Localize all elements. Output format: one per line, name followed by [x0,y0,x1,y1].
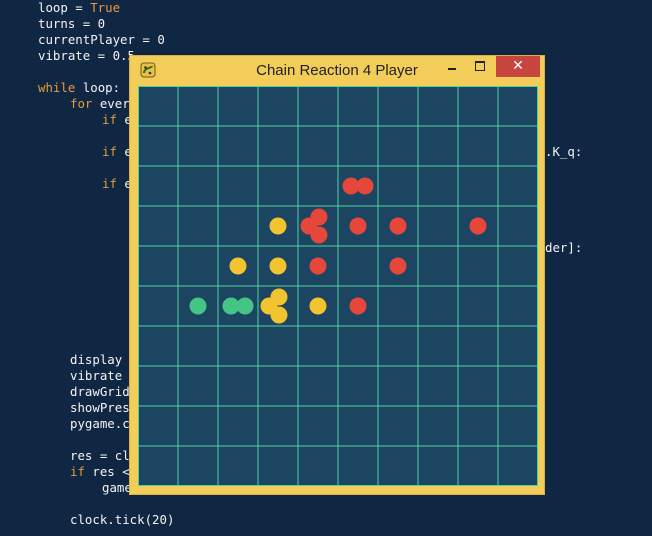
orb-cluster-green[interactable] [222,297,254,315]
orb-red [469,217,487,235]
code-line: turns = 0 [38,16,105,32]
orb-cluster-yellow[interactable] [269,217,287,235]
code-line: for ever [70,96,130,112]
code-text: display [70,352,123,367]
code-line: while loop: [38,80,120,96]
pygame-snake-icon [140,62,156,78]
code-keyword: for [70,96,93,111]
orb-cluster-red[interactable] [349,217,367,235]
close-icon: ✕ [512,58,524,74]
code-line-fragment: .K_q: [545,144,583,159]
orb-cluster-green[interactable] [189,297,207,315]
code-text: turns = 0 [38,16,106,31]
game-window: Chain Reaction 4 Player ✕ [130,56,544,494]
code-text: vibrate = 0.5 [38,48,135,63]
orb-yellow [269,217,287,235]
orb-red [356,177,374,195]
code-text: loop = [38,0,91,15]
orb-red [310,208,328,226]
code-text: drawGrid [70,384,130,399]
code-text: e [116,112,132,127]
code-line: drawGrid [70,384,130,400]
orb-red [349,217,367,235]
code-text: ever [92,96,130,111]
orb-cluster-yellow[interactable] [260,288,288,324]
code-text: pygame.c [70,416,130,431]
code-line: vibrate [70,368,122,384]
code-line: if e [102,112,132,128]
code-value: True [90,0,121,15]
code-keyword: if [102,176,117,191]
orb-cluster-red[interactable] [469,217,487,235]
code-line: pygame.c [70,416,130,432]
code-text: game [102,480,132,495]
orb-green [236,297,254,315]
orb-red [309,257,327,275]
code-line: if e [102,144,132,160]
window-titlebar[interactable]: Chain Reaction 4 Player ✕ [130,56,544,86]
orb-cluster-red[interactable] [389,257,407,275]
code-text: currentPlayer = 0 [38,32,165,47]
code-text: res = cl [70,448,130,463]
orb-cluster-red[interactable] [389,217,407,235]
code-line: loop = True [38,0,120,16]
maximize-button[interactable] [468,56,492,78]
orb-yellow [309,297,327,315]
code-line: display [70,352,122,368]
orb-red [310,226,328,244]
orb-cluster-yellow[interactable] [229,257,247,275]
code-text: loop: [75,80,121,95]
code-keyword: if [70,464,85,479]
code-line: if e [102,176,132,192]
orb-yellow [269,257,287,275]
code-keyword: if [102,112,117,127]
code-text: showPres [70,400,130,415]
orb-cluster-yellow[interactable] [269,257,287,275]
orb-cluster-red[interactable] [342,177,374,195]
code-line: vibrate = 0.5 [38,48,135,64]
code-line: game [102,480,132,496]
code-text: e [116,144,132,159]
window-title: Chain Reaction 4 Player [256,62,418,79]
code-line: res = cl [70,448,130,464]
orb-yellow [270,288,288,306]
close-button[interactable]: ✕ [496,56,540,77]
orb-green [222,297,240,315]
orb-cluster-red[interactable] [300,208,328,244]
orb-red [349,297,367,315]
game-board[interactable] [138,86,538,486]
code-line-fragment: der]: [545,240,583,255]
code-line: showPres [70,400,130,416]
code-keyword: if [102,144,117,159]
code-keyword: while [38,80,76,95]
orb-green [189,297,207,315]
orb-cluster-red[interactable] [309,257,327,275]
orb-yellow [229,257,247,275]
code-text: res < [84,464,130,479]
orb-red [342,177,360,195]
code-text: clock.tick(20) [70,512,175,527]
code-line: currentPlayer = 0 [38,32,165,48]
code-text: e [116,176,132,191]
board-grid[interactable] [138,86,538,486]
orb-red [389,257,407,275]
orb-red [389,217,407,235]
code-line: if res < [70,464,130,480]
orb-cluster-yellow[interactable] [309,297,327,315]
code-text: vibrate [70,368,123,383]
orb-cluster-red[interactable] [349,297,367,315]
code-line: clock.tick(20) [70,512,174,528]
minimize-button[interactable] [442,56,464,78]
orb-yellow [270,306,288,324]
